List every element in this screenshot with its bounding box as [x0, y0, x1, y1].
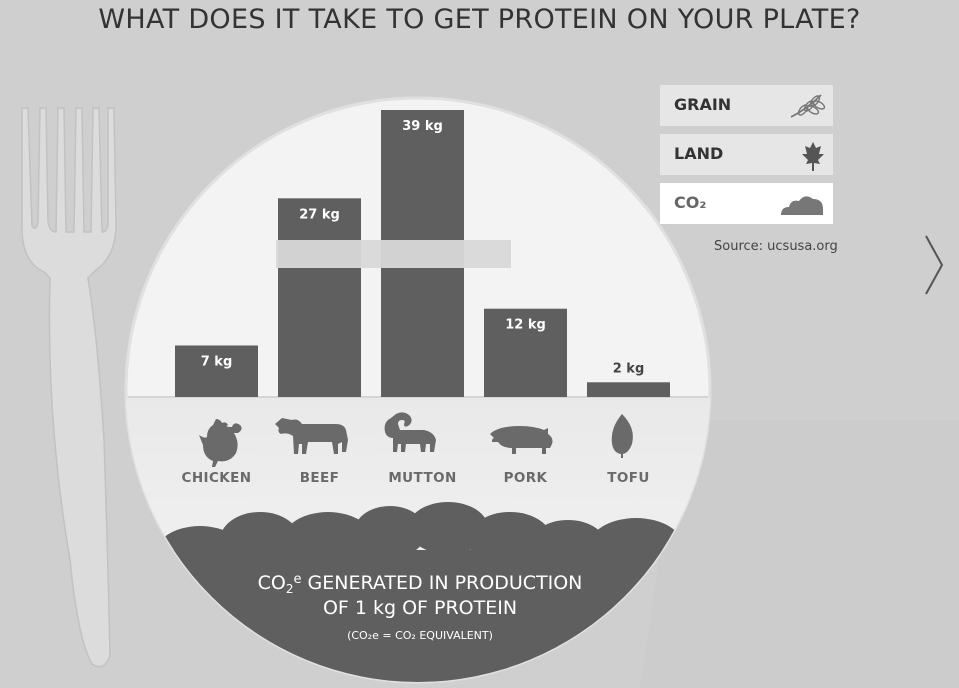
bar-value-label: 2 kg: [613, 361, 645, 376]
maple-leaf-icon: [802, 142, 824, 171]
bar-pork: [484, 308, 567, 397]
fork-icon: [21, 107, 117, 668]
bar-value-label: 39 kg: [402, 119, 443, 134]
category-label-pork: PORK: [504, 470, 548, 486]
cow-icon: [275, 418, 348, 454]
bar-chicken: [175, 345, 258, 397]
category-label-mutton: MUTTON: [388, 470, 456, 486]
bar-value-label: 27 kg: [299, 207, 340, 222]
bar-tofu: [587, 382, 670, 397]
ram-icon: [384, 412, 436, 452]
bar-value-label: 7 kg: [201, 354, 233, 369]
footer-line2: OF 1 kg OF PROTEIN: [323, 597, 517, 619]
chevron-right-icon[interactable]: [922, 232, 946, 298]
chicken-icon: [199, 419, 242, 467]
footer-note: (CO₂e = CO₂ EQUIVALENT): [347, 629, 493, 642]
legend-grain-button[interactable]: GRAIN: [660, 85, 833, 126]
overlay-strip: [276, 240, 511, 268]
legend-land-label: LAND: [674, 144, 724, 163]
category-label-chicken: CHICKEN: [182, 470, 252, 486]
pig-icon: [490, 426, 553, 454]
bar-value-label: 12 kg: [505, 318, 546, 333]
category-label-tofu: TOFU: [607, 470, 649, 486]
cloud-icon: [781, 196, 823, 215]
category-label-beef: BEEF: [300, 470, 340, 486]
bar-beef: [278, 198, 361, 397]
legend-grain-label: GRAIN: [674, 95, 732, 114]
legend-land-button[interactable]: LAND: [660, 134, 833, 175]
legend-co2-label: CO₂: [674, 193, 707, 212]
legend-co2-button[interactable]: CO₂: [660, 183, 833, 224]
footer-line1: CO2e GENERATED IN PRODUCTION: [258, 572, 583, 596]
leaf-icon: [611, 414, 633, 458]
page-title: WHAT DOES IT TAKE TO GET PROTEIN ON YOUR…: [98, 4, 861, 35]
source-label: Source: ucsusa.org: [714, 239, 838, 254]
wheat-icon: [790, 94, 826, 118]
category-labels: CHICKEN BEEF MUTTON PORK TOFU: [182, 470, 650, 486]
